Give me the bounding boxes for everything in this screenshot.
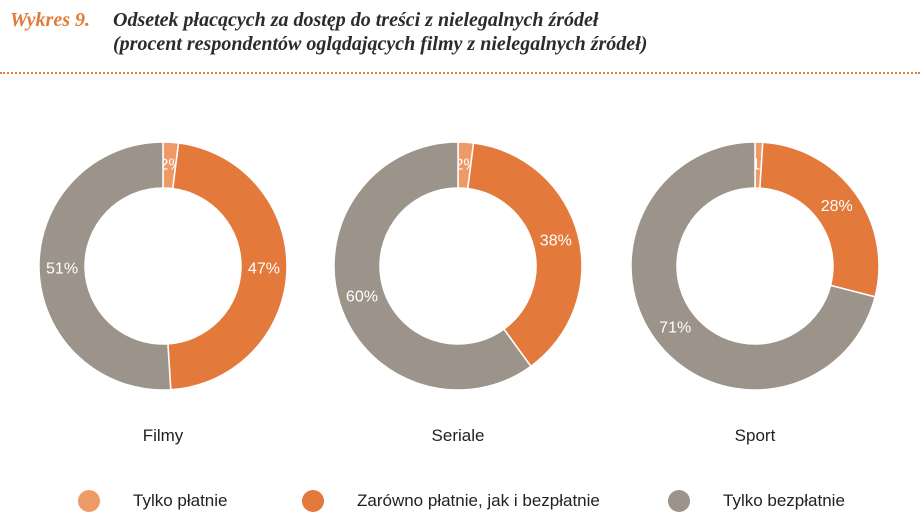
title-text: Odsetek płacących za dostęp do treści z … [113,9,599,31]
chart-title: Wykres 9. Odsetek płacących za dostęp do … [10,8,910,56]
slice-sport-both [759,141,880,298]
legend-label-only-free: Tylko bezpłatnie [723,491,845,510]
slice-label-filmy-only-free: 51% [46,261,78,278]
legend-item-only-paid: Tylko płatnie [78,490,228,512]
donut-charts: 2%47%51%Filmy2%38%60%Seriale1%28%71%Spor… [38,141,880,445]
legend-label-only-paid: Tylko płatnie [133,491,228,510]
chart-caption-seriale: Seriale [432,426,485,445]
legend-label-both: Zarówno płatnie, jak i bezpłatnie [357,491,600,510]
legend: Tylko płatnie Zarówno płatnie, jak i bez… [0,490,920,520]
slice-label-sport-both: 28% [821,198,853,215]
figure-number: Wykres 9. [10,9,90,31]
slice-sport-only-free [630,141,877,391]
dotted-separator [0,72,920,74]
slice-label-seriale-only-free: 60% [346,289,378,306]
chart-caption-filmy: Filmy [143,426,184,445]
legend-swatch-only-free [668,490,690,512]
slice-label-filmy-both: 47% [248,261,280,278]
legend-item-only-free: Tylko bezpłatnie [668,490,845,512]
chart-caption-sport: Sport [735,426,776,445]
legend-swatch-both [302,490,324,512]
slice-label-sport-only-free: 71% [659,319,691,336]
slice-filmy-both [167,142,288,391]
legend-item-both: Zarówno płatnie, jak i bezpłatnie [302,490,600,512]
legend-swatch-only-paid [78,490,100,512]
slice-seriale-only-free [333,141,532,391]
slice-filmy-only-free [38,141,172,391]
slice-label-seriale-both: 38% [540,232,572,249]
title-line-1: Wykres 9. Odsetek płacących za dostęp do … [10,8,910,32]
title-subtitle: (procent respondentów oglądających filmy… [113,33,648,55]
slice-seriale-both [466,142,583,368]
